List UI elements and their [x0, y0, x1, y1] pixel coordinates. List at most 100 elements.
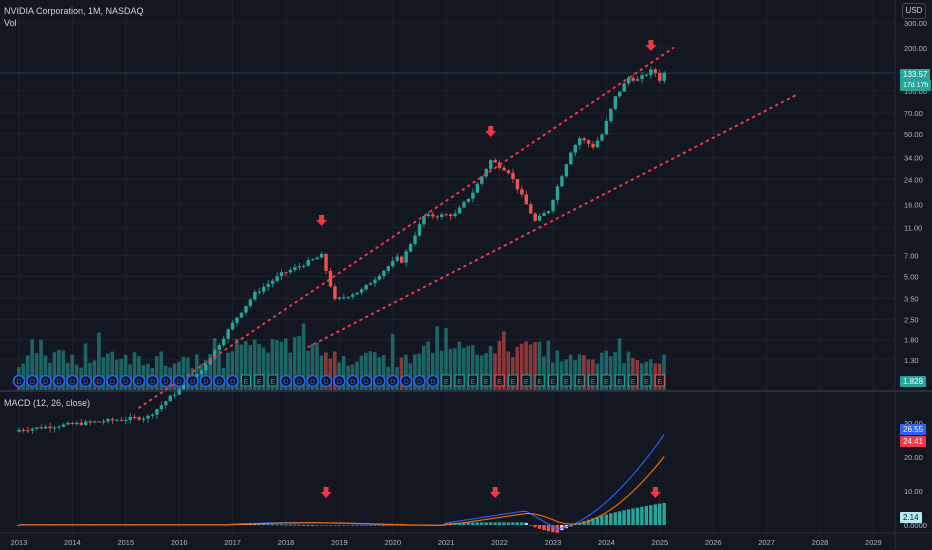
currency-button[interactable]: USD: [902, 3, 926, 19]
volume-bar: [413, 354, 417, 390]
price-tick-label: 50.00: [904, 130, 923, 139]
candle-body: [115, 420, 119, 422]
volume-bar: [137, 356, 141, 390]
macd-histogram-bar: [342, 525, 346, 526]
earnings-marker: E: [588, 374, 599, 387]
macd-histogram-bar: [261, 524, 266, 526]
earnings-letter: E: [497, 379, 502, 386]
earnings-marker: E: [614, 374, 625, 387]
candle-body: [506, 170, 511, 173]
candle-body: [302, 265, 306, 267]
time-tick-label: 2017: [224, 538, 241, 547]
dividend-circle: [172, 374, 186, 388]
price-tick-label: 200.00: [904, 44, 927, 53]
macd-histogram-bar: [382, 525, 386, 526]
volume-bar: [297, 335, 301, 390]
volume-bar: [430, 352, 435, 390]
volume-bar: [466, 345, 471, 390]
macd-histogram-bar: [297, 524, 301, 526]
macd-histogram-bar: [573, 524, 577, 526]
arrow-shaft: [652, 487, 658, 492]
macd-histogram-bar: [484, 522, 488, 525]
earnings-letter: E: [657, 379, 662, 386]
candle-body: [21, 429, 26, 431]
macd-histogram-bar: [373, 525, 377, 526]
macd-histogram-bar: [346, 525, 350, 526]
dividend-marker: D: [39, 374, 53, 388]
volume-bar: [270, 339, 275, 390]
macd-histogram-bar: [462, 522, 466, 525]
dividend-letter: D: [43, 379, 48, 386]
arrow-head: [489, 492, 501, 498]
price-arrow: [485, 126, 497, 137]
earnings-box: [454, 374, 465, 387]
dividend-circle: [52, 374, 66, 388]
macd-histogram-bar: [595, 516, 600, 525]
candle-body: [293, 267, 297, 270]
candle-body: [631, 77, 635, 81]
volume-bar: [617, 338, 622, 390]
earnings-letter: E: [577, 379, 582, 386]
earnings-letter: E: [471, 379, 476, 386]
volume-bar: [528, 344, 533, 390]
volume-bar: [359, 355, 364, 390]
candle-body: [537, 215, 542, 221]
earnings-box: [240, 374, 251, 387]
earnings-marker: E: [548, 374, 558, 387]
candle-body: [101, 421, 106, 423]
candle-body: [431, 214, 435, 217]
arrow-shaft: [492, 487, 498, 492]
volume-bar: [332, 351, 337, 390]
earnings-marker: E: [574, 374, 585, 387]
volume-bar: [368, 351, 373, 390]
macd-line: [19, 434, 665, 530]
candle-body: [382, 270, 386, 276]
dividend-letter: D: [177, 379, 182, 386]
candle-body: [92, 421, 97, 423]
earnings-marker: E: [254, 374, 265, 387]
candle-body: [195, 374, 199, 377]
volume-bar: [172, 363, 177, 390]
axes: 300.00 200.00 100.00 70.00 50.00 34.00 24.00 16…: [11, 19, 927, 547]
macd-histogram-bar: [662, 502, 666, 525]
candle-body: [257, 291, 261, 293]
candle-body: [626, 77, 631, 84]
earnings-box: [561, 374, 572, 387]
dividend-marker: D: [159, 374, 173, 388]
volume-bar: [279, 341, 284, 390]
candle-body: [542, 213, 546, 216]
candle-body: [573, 144, 577, 153]
dividend-letter: D: [350, 379, 355, 386]
candle-body: [453, 213, 457, 217]
volume-bar: [212, 338, 217, 390]
candle-body: [342, 297, 346, 299]
earnings-marker: E: [240, 374, 251, 387]
candle-body: [364, 284, 368, 290]
dividend-letter: D: [110, 379, 115, 386]
price-tick-label: 16.00: [904, 200, 923, 209]
volume-bar: [288, 352, 293, 390]
earnings-box: [441, 374, 452, 387]
candle-body: [400, 256, 404, 263]
macd-arrow: [320, 487, 332, 498]
dividend-marker: D: [413, 374, 426, 388]
candle-body: [177, 388, 181, 395]
earnings-letter: E: [537, 379, 542, 386]
volume-bar: [608, 356, 613, 390]
macd-histogram-bar: [631, 508, 635, 525]
volume-bar: [555, 350, 560, 390]
dividend-marker: D: [186, 374, 199, 388]
macd-histogram-bar: [488, 522, 493, 525]
volume-bar: [284, 338, 288, 390]
dividend-marker: D: [26, 374, 39, 388]
candle-body: [84, 421, 88, 425]
candle-body: [128, 416, 132, 420]
candle-body: [493, 160, 497, 163]
dividend-circle: [12, 374, 26, 388]
volume-bar: [310, 343, 315, 390]
earnings-box: [574, 374, 585, 387]
volume-bar: [83, 343, 88, 390]
dividend-marker: D: [12, 374, 26, 388]
